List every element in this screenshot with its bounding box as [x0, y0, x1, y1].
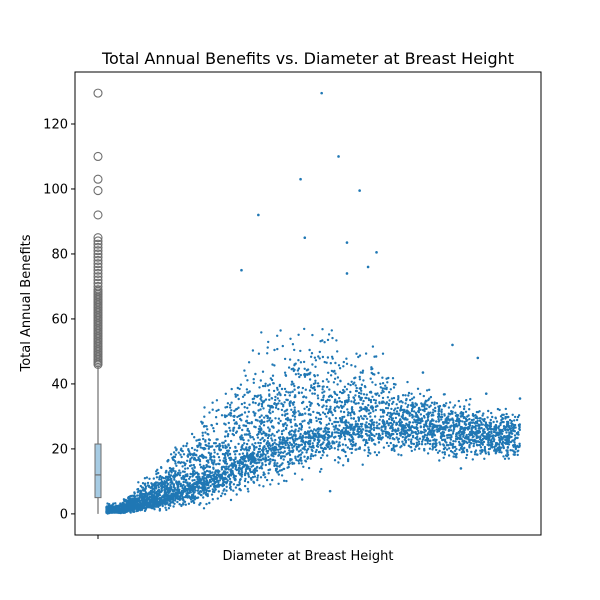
box-outlier: [93, 265, 103, 275]
y-axis-ticks: 0 20 40 60 80 100 120: [43, 117, 75, 522]
y-tick-label: 80: [51, 247, 68, 262]
box-outlier: [93, 151, 103, 162]
scatter-point: [375, 251, 378, 254]
scatter-point: [518, 397, 522, 400]
y-tick-label: 100: [43, 182, 68, 197]
scatter-point: [476, 356, 480, 360]
box-outlier: [93, 242, 103, 253]
box-outlier: [93, 255, 103, 265]
box-outlier: [93, 272, 103, 282]
scatter-point: [493, 428, 496, 431]
box-outlier: [93, 249, 103, 259]
box-outlier: [93, 281, 103, 291]
scatter-point: [257, 213, 260, 217]
scatter-point: [459, 467, 463, 470]
scatter-point: [358, 189, 361, 192]
box-outlier: [93, 239, 103, 249]
y-tick-label: 40: [51, 377, 68, 392]
scatter-point: [320, 91, 323, 95]
y-axis-label: Total Annual Benefits: [19, 234, 34, 372]
scatter-point: [299, 177, 302, 181]
scatter-point: [345, 241, 349, 244]
scatter-point: [484, 392, 488, 395]
scatter-point: [240, 268, 243, 272]
scatter-point: [337, 155, 340, 158]
box-outlier: [93, 275, 103, 285]
scatter-point: [442, 447, 446, 451]
scatter-point: [366, 265, 370, 269]
y-tick-label: 120: [43, 117, 68, 132]
box-outlier: [93, 246, 103, 256]
scatter-point: [328, 489, 332, 493]
scatter-point: [451, 343, 454, 347]
y-tick-label: 20: [51, 442, 68, 457]
box-outlier: [93, 285, 103, 295]
scatter-layer: [105, 91, 522, 515]
scatter-point: [303, 236, 307, 240]
box-outlier: [93, 186, 103, 196]
box-outlier: [93, 278, 103, 288]
plot-area: [93, 88, 522, 515]
box-outlier: [93, 88, 103, 98]
scatter-point: [345, 272, 349, 275]
box-outlier: [93, 262, 103, 272]
box-outlier: [93, 236, 103, 246]
box-outlier: [93, 233, 103, 243]
box-outlier: [93, 174, 103, 184]
box-outlier: [93, 252, 103, 262]
y-tick-label: 0: [60, 507, 68, 522]
scatter-point: [421, 371, 425, 374]
x-axis-label: Diameter at Breast Height: [223, 549, 394, 564]
box-plot: [93, 88, 103, 514]
y-tick-label: 60: [51, 312, 68, 327]
box-outlier: [93, 259, 103, 269]
box-outlier: [93, 210, 103, 220]
scatter-points: [105, 327, 522, 515]
box-iqr: [94, 443, 102, 499]
chart-title: Total Annual Benefits vs. Diameter at Br…: [101, 49, 514, 68]
box-outlier: [93, 268, 103, 278]
scatter-point: [459, 415, 463, 418]
axes-frame: [74, 71, 542, 536]
